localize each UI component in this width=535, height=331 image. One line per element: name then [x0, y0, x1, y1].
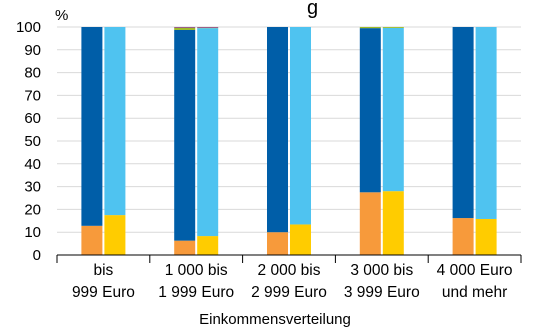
bar-segment-bottom: [267, 232, 288, 255]
bar-segment-top-1: [359, 27, 381, 29]
y-tick-label: 0: [33, 247, 41, 264]
y-tick-label: 90: [24, 42, 41, 59]
y-tick-label: 10: [24, 224, 41, 241]
y-axis-ticks: 0 10 20 30 40 50 60 70 80 90 100: [16, 19, 41, 264]
bar-segment-bottom: [197, 236, 219, 255]
x-category-label: 2 999 Euro: [251, 284, 327, 301]
bar-segment-bottom: [359, 192, 381, 255]
bar-segment-bottom: [452, 218, 474, 255]
y-tick-label: 50: [24, 133, 41, 150]
y-tick-label: 60: [24, 110, 41, 127]
x-category-label: 1 000 bis: [165, 262, 228, 279]
x-category-label: 3 000 bis: [350, 262, 413, 279]
x-category-label: und mehr: [442, 284, 507, 301]
bar-segment-top-2: [174, 27, 196, 28]
x-category-label: 4 000 Euro: [437, 262, 513, 279]
bar-segment-bottom: [104, 215, 126, 255]
bar-segment-main: [475, 27, 497, 219]
bar-segment-bottom: [174, 240, 196, 255]
x-category-label: 2 000 bis: [258, 262, 321, 279]
bar-series: [81, 27, 497, 255]
bar-segment-main: [382, 27, 404, 192]
y-tick-label: 20: [24, 201, 41, 218]
x-category-label: 999 Euro: [72, 284, 135, 301]
bar-segment-main: [452, 27, 474, 219]
bar-segment-main: [267, 27, 288, 233]
x-category-label: bis: [93, 262, 113, 279]
bar-segment-bottom: [475, 218, 497, 255]
bar-segment-main: [197, 28, 219, 237]
y-tick-label: 100: [16, 19, 41, 36]
y-tick-label: 70: [24, 87, 41, 104]
x-axis-categories: bis 999 Euro 1 000 bis 1 999 Euro 2 000 bis 2…: [56, 255, 522, 301]
bar-segment-bottom: [382, 191, 404, 255]
bar-segment-main: [174, 29, 196, 241]
y-tick-label: 40: [24, 156, 41, 173]
x-axis-title: Einkommensverteilung: [199, 311, 351, 328]
bar-segment-main: [359, 28, 381, 193]
y-tick-label: 80: [24, 65, 41, 82]
bar-segment-main: [104, 27, 126, 216]
bar-segment-top-1: [382, 27, 404, 28]
bar-segment-top-2: [197, 27, 219, 28]
gridlines: [57, 26, 521, 233]
x-category-label: 1 999 Euro: [158, 284, 234, 301]
bar-segment-main: [81, 27, 103, 226]
chart-title-fragment: g: [307, 0, 318, 19]
bar-segment-top-1: [174, 27, 196, 30]
bar-segment-bottom: [81, 225, 103, 255]
bar-segment-bottom: [290, 224, 311, 255]
x-category-label: 3 999 Euro: [344, 284, 420, 301]
y-axis-unit-label: %: [55, 7, 68, 24]
bar-segment-main: [290, 27, 311, 225]
y-tick-label: 30: [24, 179, 41, 196]
